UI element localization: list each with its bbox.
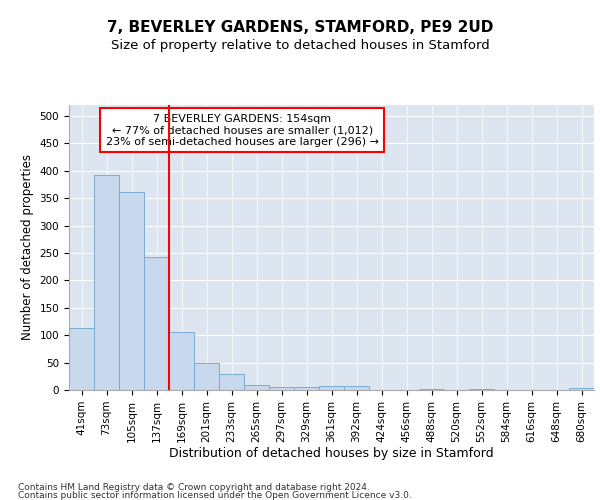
Bar — [419, 389, 444, 390]
Bar — [344, 386, 369, 390]
Bar — [469, 389, 494, 390]
Bar — [219, 374, 244, 390]
Bar — [194, 362, 219, 390]
Y-axis label: Number of detached properties: Number of detached properties — [21, 154, 34, 340]
Bar — [319, 386, 344, 390]
Bar — [269, 386, 294, 390]
Text: 7 BEVERLEY GARDENS: 154sqm
← 77% of detached houses are smaller (1,012)
23% of s: 7 BEVERLEY GARDENS: 154sqm ← 77% of deta… — [106, 114, 379, 147]
Bar — [169, 332, 194, 390]
X-axis label: Distribution of detached houses by size in Stamford: Distribution of detached houses by size … — [169, 448, 494, 460]
Bar — [244, 384, 269, 390]
Bar — [144, 257, 169, 390]
Text: 7, BEVERLEY GARDENS, STAMFORD, PE9 2UD: 7, BEVERLEY GARDENS, STAMFORD, PE9 2UD — [107, 20, 493, 35]
Text: Contains HM Land Registry data © Crown copyright and database right 2024.: Contains HM Land Registry data © Crown c… — [18, 483, 370, 492]
Bar — [294, 388, 319, 390]
Bar — [119, 192, 144, 390]
Bar — [69, 328, 94, 390]
Bar — [569, 388, 594, 390]
Text: Contains public sector information licensed under the Open Government Licence v3: Contains public sector information licen… — [18, 490, 412, 500]
Text: Size of property relative to detached houses in Stamford: Size of property relative to detached ho… — [110, 38, 490, 52]
Bar — [94, 174, 119, 390]
